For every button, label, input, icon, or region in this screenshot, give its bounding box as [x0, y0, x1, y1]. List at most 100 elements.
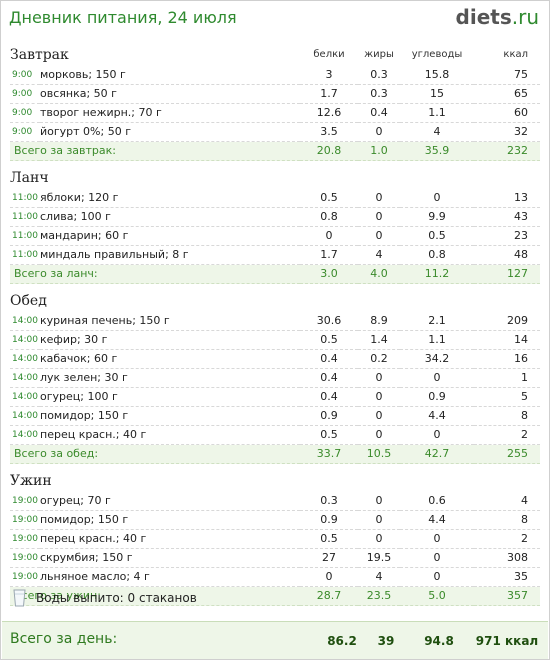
- food-fat: 0.3: [358, 66, 401, 85]
- food-name: помидор; 150 г: [40, 406, 300, 426]
- water-section: Воды выпито: 0 стаканов: [13, 585, 197, 611]
- food-protein: 0.5: [300, 529, 359, 549]
- water-glass-icon[interactable]: [13, 589, 26, 607]
- food-kcal: 32: [474, 122, 541, 142]
- food-fat: 0: [358, 207, 400, 227]
- food-row[interactable]: 19:00 огурец; 70 г 0.3 0 0.6 4: [10, 492, 541, 511]
- day-total-fat: 39: [377, 634, 395, 648]
- meal-total-label: Всего за ланч:: [10, 264, 300, 284]
- meal-total-kcal: 357: [474, 586, 541, 606]
- food-row[interactable]: 19:00 льняное масло; 4 г 0 4 0 35: [10, 567, 541, 587]
- food-name: куриная печень; 150 г: [40, 312, 300, 331]
- food-fat: 0.3: [358, 84, 401, 104]
- food-row[interactable]: 14:00 куриная печень; 150 г 30.6 8.9 2.1 209: [10, 312, 540, 331]
- meal-header-row: Ужин: [10, 470, 540, 492]
- header-spacer: [300, 167, 540, 189]
- meal-table: Ужин 19:00 огурец; 70 г 0.3 0 0.6 4 19:00 помидо…: [10, 470, 541, 612]
- food-protein: 1.7: [300, 245, 358, 265]
- column-header-carbs: углеводы: [411, 49, 463, 60]
- column-header-kcal: ккал: [503, 49, 529, 60]
- food-time: 14:00: [10, 312, 40, 331]
- site-logo[interactable]: diets.ru: [456, 5, 539, 29]
- food-name: скрумбия; 150 г: [40, 548, 301, 568]
- food-kcal: 2: [474, 425, 540, 445]
- food-protein: 0.4: [300, 349, 358, 369]
- food-carbs: 4: [400, 122, 475, 142]
- meal-total-fat: 1.0: [358, 141, 401, 161]
- food-row[interactable]: 11:00 миндаль правильный; 8 г 1.7 4 0.8 48: [10, 245, 540, 265]
- meal-table: Ланч 11:00 яблоки; 120 г 0.5 0 0 13 11:00 слива;…: [10, 167, 540, 290]
- food-name: кефир; 30 г: [40, 330, 300, 350]
- food-kcal: 35: [474, 567, 541, 587]
- food-row[interactable]: 19:00 скрумбия; 150 г 27 19.5 0 308: [10, 548, 541, 568]
- logo-main: diets: [455, 5, 512, 29]
- meals-container: Завтрак белки жиры углеводы ккал 9:00 морковь;…: [10, 44, 541, 612]
- food-protein: 27: [300, 548, 359, 568]
- food-row[interactable]: 19:00 перец красн.; 40 г 0.5 0 0 2: [10, 529, 541, 549]
- food-time: 9:00: [10, 103, 40, 123]
- food-row[interactable]: 14:00 огурец; 100 г 0.4 0 0.9 5: [10, 387, 540, 407]
- food-fat: 0: [358, 425, 400, 445]
- header-spacer: [300, 290, 540, 312]
- logo-tld: .ru: [511, 5, 539, 29]
- food-time: 11:00: [10, 226, 40, 246]
- food-time: 11:00: [10, 245, 40, 265]
- food-time: 9:00: [10, 84, 40, 104]
- food-time: 14:00: [10, 387, 40, 407]
- food-fat: 1.4: [358, 330, 400, 350]
- day-total-carbs: 94.8: [424, 634, 454, 648]
- food-row[interactable]: 9:00 морковь; 150 г 3 0.3 15.8 75: [10, 66, 541, 85]
- food-row[interactable]: 14:00 лук зелен; 30 г 0.4 0 0 1: [10, 368, 540, 388]
- food-name: лук зелен; 30 г: [40, 368, 300, 388]
- food-kcal: 4: [474, 492, 541, 511]
- meal-name: Ланч: [10, 170, 49, 186]
- meal-total-row: Всего за обед: 33.7 10.5 42.7 255: [10, 444, 540, 464]
- food-time: 11:00: [10, 189, 40, 208]
- food-kcal: 43: [474, 207, 540, 227]
- food-fat: 0: [358, 368, 400, 388]
- food-kcal: 65: [474, 84, 541, 104]
- food-row[interactable]: 9:00 йогурт 0%; 50 г 3.5 0 4 32: [10, 122, 541, 142]
- food-name: слива; 100 г: [40, 207, 300, 227]
- meal-name: Обед: [10, 293, 47, 309]
- column-header-protein: белки: [313, 49, 345, 60]
- food-row[interactable]: 9:00 творог нежирн.; 70 г 12.6 0.4 1.1 60: [10, 103, 541, 123]
- day-total-protein: 86.2: [327, 634, 357, 648]
- food-kcal: 8: [474, 406, 540, 426]
- food-kcal: 2: [474, 529, 541, 549]
- food-row[interactable]: 14:00 перец красн.; 40 г 0.5 0 0 2: [10, 425, 540, 445]
- food-fat: 0: [358, 529, 401, 549]
- food-carbs: 0.9: [400, 387, 474, 407]
- meal-total-protein: 33.7: [300, 444, 358, 464]
- food-carbs: 4.4: [400, 406, 474, 426]
- food-name: перец красн.; 40 г: [40, 529, 301, 549]
- meal-total-fat: 10.5: [358, 444, 400, 464]
- food-time: 19:00: [10, 567, 40, 587]
- food-row[interactable]: 11:00 яблоки; 120 г 0.5 0 0 13: [10, 189, 540, 208]
- column-header-fat: жиры: [364, 49, 394, 60]
- food-fat: 0: [358, 387, 400, 407]
- meal-total-row: Всего за ужин: 28.7 23.5 5.0 357: [10, 586, 541, 606]
- food-row[interactable]: 11:00 слива; 100 г 0.8 0 9.9 43: [10, 207, 540, 227]
- food-kcal: 8: [474, 510, 541, 530]
- food-row[interactable]: 14:00 кефир; 30 г 0.5 1.4 1.1 14: [10, 330, 540, 350]
- food-carbs: 1.1: [400, 330, 474, 350]
- food-carbs: 34.2: [400, 349, 474, 369]
- food-fat: 4: [358, 245, 400, 265]
- meal-total-kcal: 127: [474, 264, 540, 284]
- food-row[interactable]: 14:00 помидор; 150 г 0.9 0 4.4 8: [10, 406, 540, 426]
- meal-header-row: Завтрак белки жиры углеводы ккал: [10, 44, 540, 66]
- food-protein: 0.9: [300, 510, 359, 530]
- water-label: Воды выпито: 0 стаканов: [36, 591, 197, 605]
- food-kcal: 75: [474, 66, 541, 85]
- food-row[interactable]: 19:00 помидор; 150 г 0.9 0 4.4 8: [10, 510, 541, 530]
- food-row[interactable]: 11:00 мандарин; 60 г 0 0 0.5 23: [10, 226, 540, 246]
- meal-total-fat: 23.5: [358, 586, 401, 606]
- food-row[interactable]: 14:00 кабачок; 60 г 0.4 0.2 34.2 16: [10, 349, 540, 369]
- food-protein: 0.5: [300, 425, 358, 445]
- food-row[interactable]: 9:00 овсянка; 50 г 1.7 0.3 15 65: [10, 84, 541, 104]
- food-time: 9:00: [10, 122, 40, 142]
- food-name: огурец; 100 г: [40, 387, 300, 407]
- meal-table: Завтрак белки жиры углеводы ккал 9:00 морковь;…: [10, 44, 541, 167]
